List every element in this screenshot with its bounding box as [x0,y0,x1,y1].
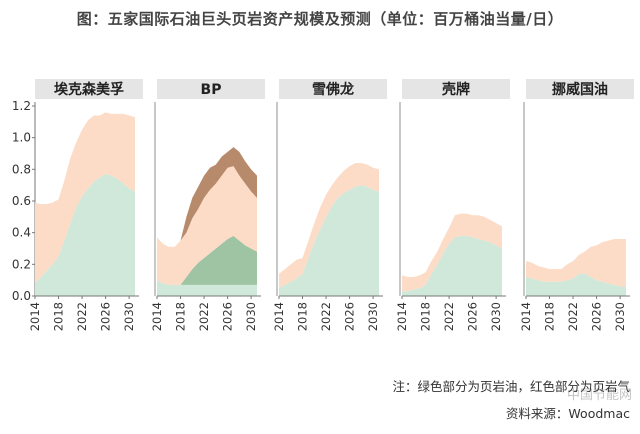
panel-2: 雪佛龙 2014 2018 2022 2026 2030 [272,79,387,331]
panel-title: BP [201,82,222,98]
panel-0: 埃克森美孚 2014 2018 2022 2026 2030 [28,79,143,331]
y-tick-label: 0.6 [12,194,31,208]
area-gas [35,112,135,284]
x-tick-label: 2022 [319,302,333,331]
area-gas [402,213,502,292]
x-tick-label: 2018 [296,302,310,331]
area-gas [157,166,257,285]
panel-title: 挪威国油 [552,81,608,98]
chart-title: 图：五家国际石油巨头页岩资产规模及预测（单位：百万桶油当量/日） [76,10,564,28]
y-tick-label: 0.4 [12,226,31,240]
y-tick-label: 0.8 [12,162,31,176]
x-tick-label: 2022 [442,302,456,331]
x-tick-label: 2018 [543,302,557,331]
x-tick-label: 2026 [466,302,480,331]
x-tick-label: 2026 [590,302,604,331]
panel-3: 壳牌 2014 2018 2022 2026 2030 [395,79,510,331]
panel-title: 雪佛龙 [312,81,354,98]
x-tick-label: 2030 [489,302,503,331]
x-tick-label: 2026 [343,302,357,331]
area-gas [526,239,626,287]
y-tick-label: 1.2 [12,99,31,113]
x-tick-label: 2030 [122,302,136,331]
area-oil [279,185,379,296]
x-tick-label: 2030 [366,302,380,331]
x-tick-label: 2022 [75,302,89,331]
x-tick-label: 2026 [221,302,235,331]
x-tick-label: 2014 [519,302,533,331]
panel-header [157,79,265,99]
x-tick-label: 2026 [99,302,113,331]
x-tick-label: 2030 [244,302,258,331]
panel-header [402,79,510,99]
chart-source: 资料来源：Woodmac [505,406,630,421]
panel-title: 埃克森美孚 [54,81,124,98]
area-bp_oil_dark [157,235,257,285]
y-tick-label: 1.0 [12,131,31,145]
area-oil [157,280,257,296]
x-tick-label: 2014 [272,302,286,331]
panel-header [526,79,634,99]
panel-title: 壳牌 [441,81,470,98]
x-tick-label: 2018 [174,302,188,331]
x-tick-label: 2014 [150,302,164,331]
area-oil [35,174,135,296]
x-tick-label: 2018 [52,302,66,331]
y-tick-label: 0.0 [12,289,31,303]
x-tick-label: 2014 [395,302,409,331]
watermark: 中国节能网 [566,388,632,403]
panel-header [279,79,387,99]
x-tick-label: 2014 [28,302,42,331]
x-tick-label: 2022 [197,302,211,331]
panel-header [35,79,143,99]
x-tick-label: 2030 [613,302,627,331]
panel-1: BP 2014 2018 2022 2026 2030 [150,79,265,331]
x-tick-label: 2022 [566,302,580,331]
y-tick-label: 0.2 [12,257,31,271]
area-oil [526,273,626,296]
area-gas [279,163,379,289]
area-oil [402,235,502,296]
panel-4: 挪威国油 2014 2018 2022 2026 2030 [519,79,634,331]
chart-note: 注：绿色部分为页岩油，红色部分为页岩气 [392,379,630,394]
x-tick-label: 2018 [419,302,433,331]
